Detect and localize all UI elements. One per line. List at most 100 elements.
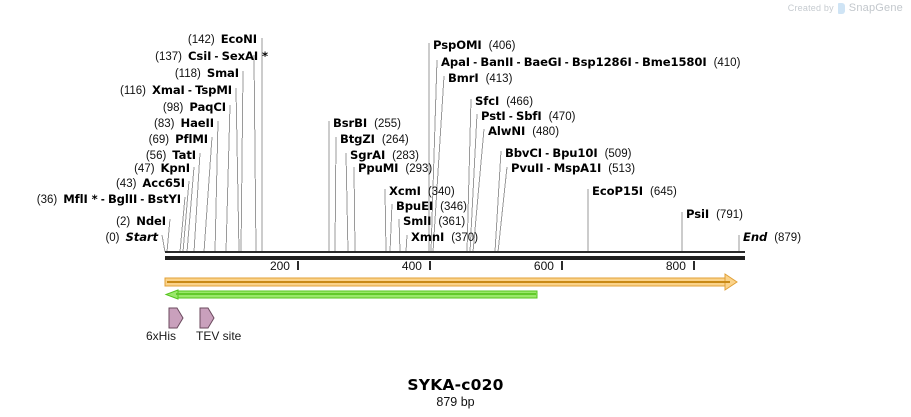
- enzyme-label-row[interactable]: (83) HaeII: [154, 117, 214, 131]
- enzyme-name[interactable]: BmrI: [448, 71, 479, 85]
- enzyme-position: (98): [162, 102, 184, 114]
- enzyme-label-row[interactable]: (43) Acc65I: [116, 177, 185, 191]
- enzyme-label-row[interactable]: PsiI (791): [686, 208, 743, 222]
- enzyme-name[interactable]: SgrAI: [350, 148, 386, 162]
- enzyme-name[interactable]: BpuEI: [396, 199, 434, 213]
- enzyme-name[interactable]: HaeII: [180, 116, 214, 130]
- enzyme-name[interactable]: BaeGI: [523, 55, 562, 69]
- enzyme-label-row[interactable]: SmlI (361): [403, 215, 465, 229]
- enzyme-separator: -: [97, 193, 108, 206]
- enzyme-separator: -: [184, 84, 196, 97]
- enzyme-name[interactable]: XmnI: [411, 230, 445, 244]
- enzyme-name[interactable]: PpuMI: [358, 161, 399, 175]
- enzyme-name[interactable]: BglII: [107, 192, 138, 206]
- enzyme-name[interactable]: PsiI: [686, 207, 710, 221]
- enzyme-label-row[interactable]: XcmI (340): [389, 185, 455, 199]
- enzyme-name[interactable]: SexAI *: [221, 49, 268, 63]
- enzyme-position: (56): [145, 150, 167, 162]
- enzyme-name[interactable]: MflI *: [63, 192, 98, 206]
- feature-arrow-shape: [168, 307, 184, 329]
- enzyme-label-row[interactable]: (0) Start: [105, 231, 158, 245]
- enzyme-name[interactable]: KpnI: [160, 161, 191, 175]
- enzyme-label-row[interactable]: AlwNI (480): [488, 125, 559, 139]
- enzyme-position: (283): [392, 150, 420, 162]
- enzyme-name[interactable]: SbfI: [515, 109, 542, 123]
- enzyme-name[interactable]: Start: [125, 230, 159, 244]
- enzyme-name[interactable]: XcmI: [389, 184, 421, 198]
- enzyme-separator: -: [542, 147, 553, 160]
- enzyme-name[interactable]: BanII: [480, 55, 514, 69]
- enzyme-separator: -: [631, 56, 642, 69]
- enzyme-name[interactable]: SmaI: [206, 66, 239, 80]
- enzyme-name[interactable]: MspA1I: [553, 161, 602, 175]
- enzyme-label-row[interactable]: SgrAI (283): [350, 149, 419, 163]
- enzyme-label-row[interactable]: (2) NdeI: [116, 215, 166, 229]
- enzyme-name[interactable]: End: [743, 230, 768, 244]
- enzyme-label-row[interactable]: BtgZI (264): [340, 133, 409, 147]
- enzyme-label-row[interactable]: (36) MflI * - BglII - BstYI: [37, 193, 181, 207]
- backbone-thin-line: [165, 251, 745, 253]
- enzyme-label-row[interactable]: (118) SmaI: [175, 67, 239, 81]
- enzyme-label-row[interactable]: (56) TatI: [146, 149, 196, 163]
- enzyme-separator: -: [561, 56, 572, 69]
- enzyme-name[interactable]: BtgZI: [340, 132, 375, 146]
- enzyme-name[interactable]: PaqCI: [189, 100, 226, 114]
- feature-tev-site[interactable]: [199, 306, 215, 335]
- enzyme-name[interactable]: PflMI: [175, 132, 208, 146]
- enzyme-name[interactable]: EcoNI: [220, 32, 257, 46]
- enzyme-label-row[interactable]: (47) KpnI: [134, 162, 190, 176]
- enzyme-name[interactable]: Bsp1286I: [571, 55, 632, 69]
- enzyme-position: (255): [374, 118, 401, 130]
- enzyme-label-row[interactable]: PvuII - MspA1I (513): [511, 162, 635, 176]
- ruler-tick: [296, 261, 299, 270]
- enzyme-label-row[interactable]: XmnI (370): [411, 231, 478, 245]
- enzyme-label-row[interactable]: SfcI (466): [475, 95, 533, 109]
- enzyme-name[interactable]: BstYI: [147, 192, 182, 206]
- enzyme-label-row[interactable]: BsrBI (255): [333, 117, 401, 131]
- enzyme-label-row[interactable]: BpuEI (346): [396, 200, 467, 214]
- enzyme-position: (346): [440, 201, 467, 213]
- enzyme-name[interactable]: TspMI: [195, 83, 232, 97]
- enzyme-name[interactable]: PstI: [481, 109, 506, 123]
- enzyme-name[interactable]: NdeI: [136, 214, 166, 228]
- enzyme-label-row[interactable]: PpuMI (293): [358, 162, 432, 176]
- enzyme-name[interactable]: AlwNI: [488, 124, 526, 138]
- enzyme-name[interactable]: XmaI: [152, 83, 185, 97]
- enzyme-name[interactable]: Bpu10I: [552, 146, 598, 160]
- enzyme-label-row[interactable]: End (879): [743, 231, 801, 245]
- enzyme-name[interactable]: Acc65I: [142, 176, 185, 190]
- enzyme-label-row[interactable]: PspOMI (406): [433, 39, 515, 53]
- enzyme-name[interactable]: PspOMI: [433, 38, 482, 52]
- enzyme-separator: -: [543, 162, 554, 175]
- enzyme-label-row[interactable]: (142) EcoNI: [188, 33, 257, 47]
- enzyme-name[interactable]: BsrBI: [333, 116, 368, 130]
- enzyme-label-row[interactable]: (98) PaqCI: [163, 101, 226, 115]
- enzyme-position: (361): [438, 216, 466, 228]
- feature-6xhis[interactable]: [168, 306, 184, 335]
- enzyme-label-row[interactable]: PstI - SbfI (470): [481, 110, 575, 124]
- orange-track-arrow[interactable]: [164, 273, 738, 291]
- enzyme-name[interactable]: ApaI: [441, 55, 471, 69]
- enzyme-label-row[interactable]: (137) CsiI - SexAI *: [155, 50, 268, 64]
- enzyme-name[interactable]: SfcI: [475, 94, 500, 108]
- enzyme-separator: -: [470, 56, 481, 69]
- watermark-brand-text: SnapGene: [848, 2, 903, 14]
- feature-label: 6xHis: [146, 329, 177, 343]
- enzyme-position: (264): [381, 134, 409, 146]
- enzyme-separator: -: [505, 110, 516, 123]
- enzyme-label-row[interactable]: ApaI - BanII - BaeGI - Bsp1286I - Bme158…: [441, 56, 740, 70]
- green-track-arrow[interactable]: [164, 289, 538, 300]
- enzyme-label-row[interactable]: BmrI (413): [448, 72, 512, 86]
- enzyme-name[interactable]: TatI: [172, 148, 196, 162]
- enzyme-label-row[interactable]: EcoP15I (645): [592, 185, 677, 199]
- enzyme-label-row[interactable]: (69) PflMI: [149, 133, 208, 147]
- enzyme-name[interactable]: Bme1580I: [642, 55, 707, 69]
- enzyme-label-row[interactable]: (116) XmaI - TspMI: [120, 84, 232, 98]
- enzyme-name[interactable]: CsiI: [187, 49, 212, 63]
- feature-label: TEV site: [196, 329, 242, 343]
- enzyme-name[interactable]: PvuII: [511, 161, 544, 175]
- enzyme-name[interactable]: SmlI: [403, 214, 432, 228]
- enzyme-name[interactable]: EcoP15I: [592, 184, 644, 198]
- enzyme-label-row[interactable]: BbvCI - Bpu10I (509): [505, 147, 631, 161]
- enzyme-name[interactable]: BbvCI: [505, 146, 543, 160]
